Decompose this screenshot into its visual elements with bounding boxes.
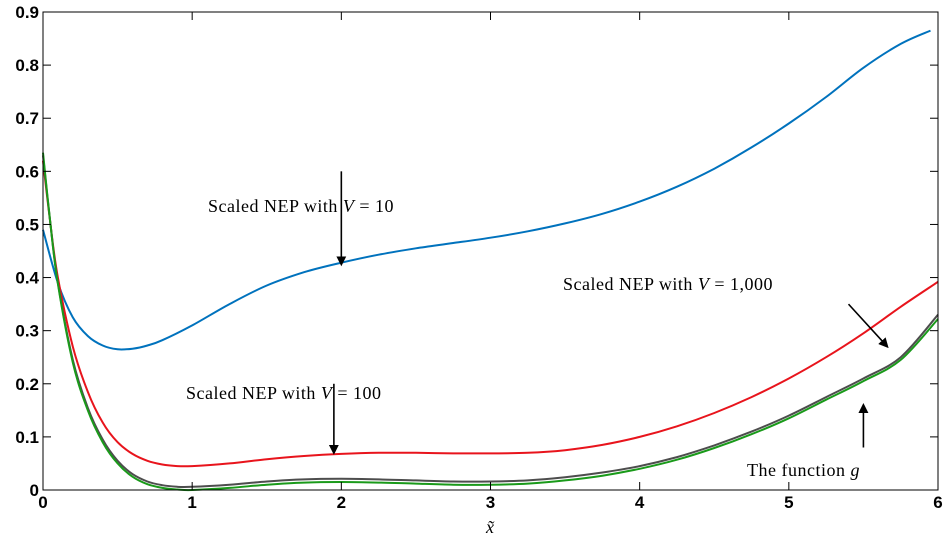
annotation-label: The function g (747, 460, 860, 480)
x-tick-label: 0 (38, 493, 47, 512)
annotation-label: Scaled NEP with V = 100 (186, 383, 381, 403)
series-line-scaled-nep-with-v-1-000 (42, 155, 939, 489)
axis-tick-labels: 0 1 2 3 4 5 6 0 0.1 0.2 0.3 0.4 0.5 0.6 0.7 0.8 0.9 (15, 3, 942, 512)
y-tick-label: 0.5 (15, 215, 39, 234)
y-tick-label: 0 (30, 481, 39, 500)
series-line-scaled-nep-with-v-100 (42, 160, 939, 468)
series-line-scaled-nep-with-v-10 (42, 29, 931, 351)
y-tick-label: 0.6 (15, 162, 39, 181)
annotation-arrow (847, 303, 889, 349)
x-tick-label: 2 (337, 493, 346, 512)
y-tick-label: 0.7 (15, 109, 39, 128)
annotation-label: Scaled NEP with V = 10 (208, 196, 394, 216)
x-tick-label: 6 (933, 493, 942, 512)
annotation-label: Scaled NEP with V = 1,000 (563, 274, 773, 294)
plot-frame (42, 11, 939, 491)
x-axis-label: x̃ (485, 517, 495, 537)
y-tick-label: 0.4 (15, 269, 39, 288)
axis-ticks (42, 11, 939, 491)
plot-lines (42, 29, 939, 492)
series-line-the-function-g (42, 152, 939, 492)
y-tick-label: 0.9 (15, 3, 39, 22)
y-tick-label: 0.1 (15, 428, 39, 447)
x-tick-label: 1 (187, 493, 196, 512)
annotations: Scaled NEP with V = 10 Scaled NEP with V … (186, 171, 889, 480)
x-tick-label: 3 (486, 493, 495, 512)
x-tick-label: 4 (635, 493, 645, 512)
x-tick-label: 5 (784, 493, 793, 512)
y-tick-label: 0.2 (15, 375, 39, 394)
y-tick-label: 0.3 (15, 322, 39, 341)
y-tick-label: 0.8 (15, 56, 39, 75)
